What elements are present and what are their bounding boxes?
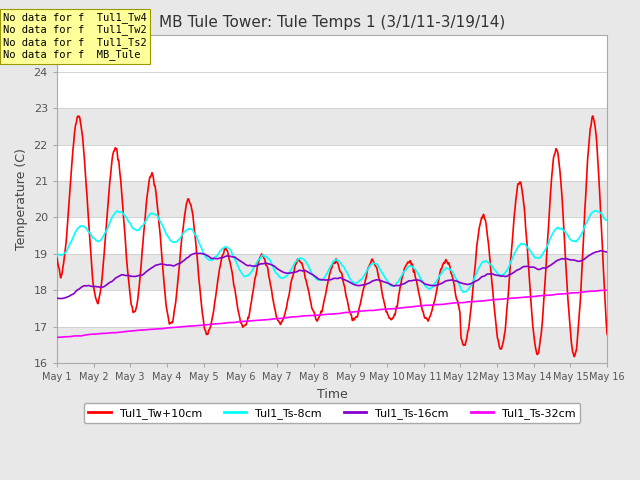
- Text: No data for f  Tul1_Tw4
No data for f  Tul1_Tw2
No data for f  Tul1_Ts2
No data : No data for f Tul1_Tw4 No data for f Tul…: [3, 12, 147, 60]
- Legend: Tul1_Tw+10cm, Tul1_Ts-8cm, Tul1_Ts-16cm, Tul1_Ts-32cm: Tul1_Tw+10cm, Tul1_Ts-8cm, Tul1_Ts-16cm,…: [84, 403, 580, 423]
- Bar: [57, 254, 607, 290]
- Title: MB Tule Tower: Tule Temps 1 (3/1/11-3/19/14): MB Tule Tower: Tule Temps 1 (3/1/11-3/19…: [159, 15, 505, 30]
- X-axis label: Time: Time: [317, 388, 348, 401]
- Bar: [57, 181, 607, 217]
- Bar: [57, 108, 607, 144]
- Bar: [57, 326, 607, 363]
- Y-axis label: Temperature (C): Temperature (C): [15, 148, 28, 250]
